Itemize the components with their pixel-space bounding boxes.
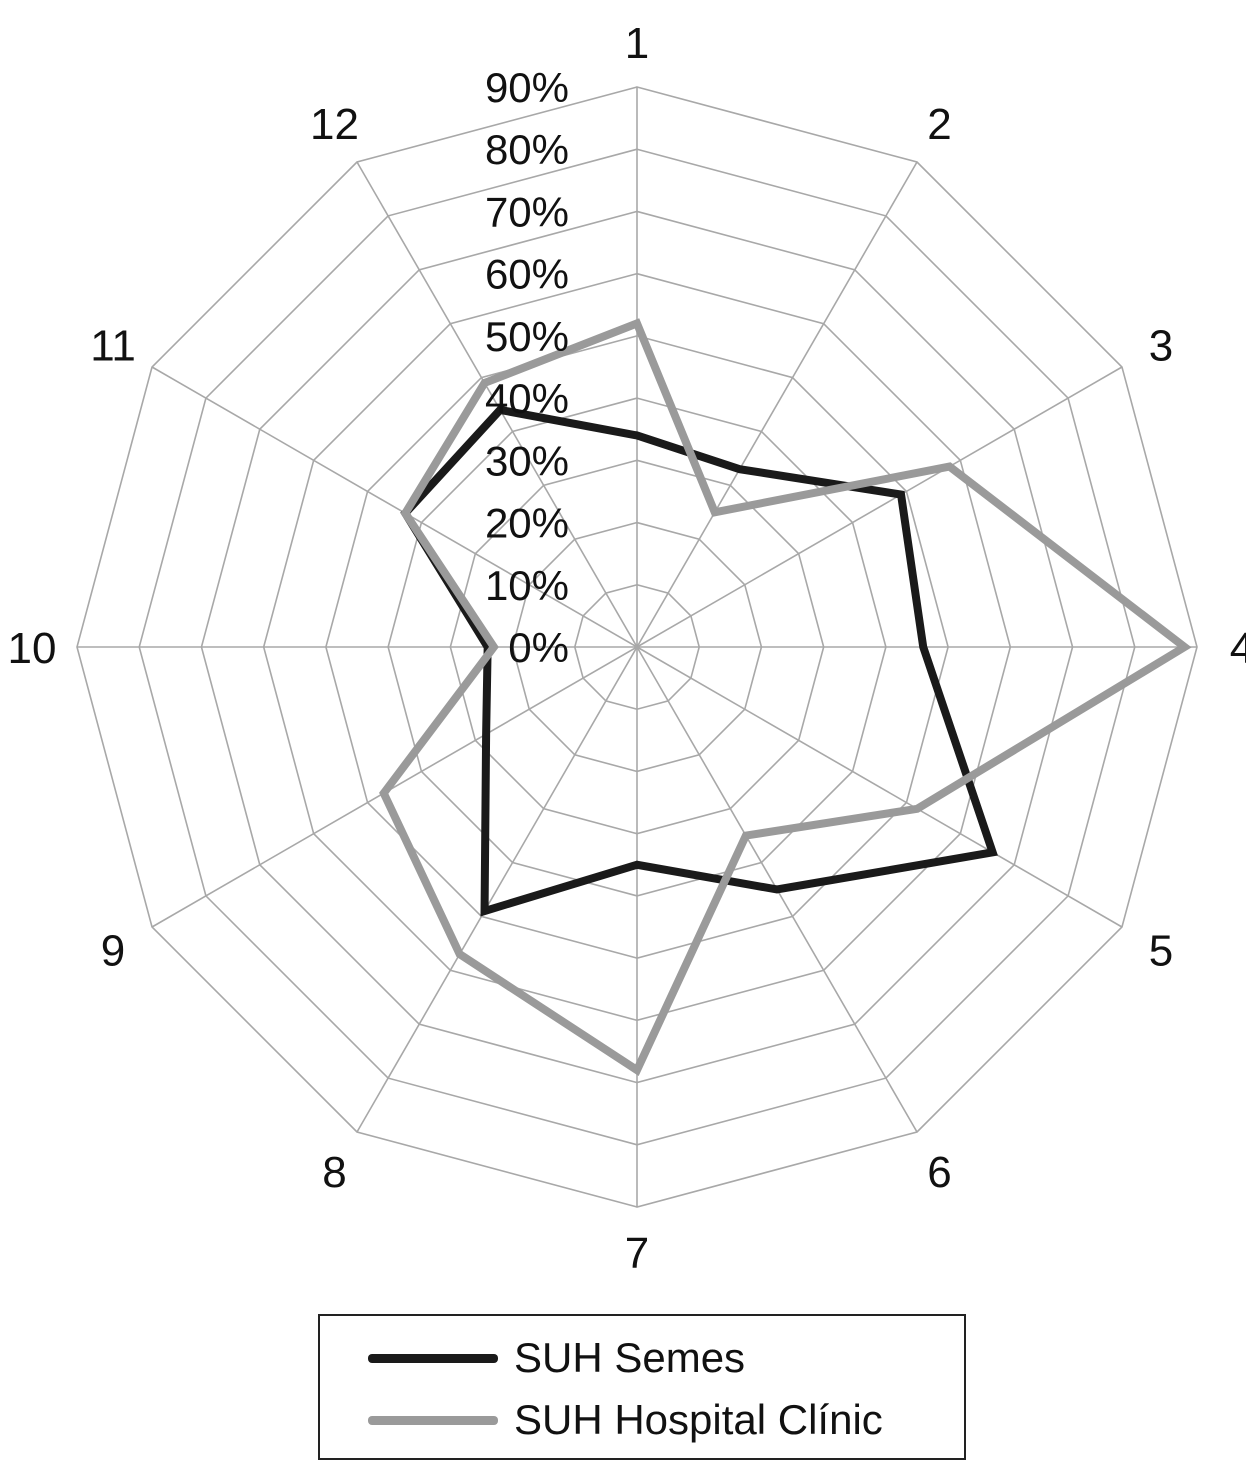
tick-label: 20% <box>485 500 569 547</box>
tick-label: 80% <box>485 126 569 173</box>
tick-label: 30% <box>485 437 569 484</box>
legend-item-semes: SUH Semes <box>368 1328 745 1388</box>
legend-swatch-clinic <box>368 1415 498 1425</box>
series-line-semes <box>400 405 998 917</box>
legend: SUH Semes SUH Hospital Clínic <box>318 1314 966 1460</box>
legend-label-semes: SUH Semes <box>514 1334 746 1381</box>
tick-label: 60% <box>485 251 569 298</box>
tick-label: 50% <box>485 313 569 360</box>
radar-series <box>379 318 1192 1076</box>
grid-spoke <box>636 646 1123 928</box>
category-label: 1 <box>625 19 649 68</box>
radial-tick-labels: 0% 10% 20% 30% 40% 50% 60% 70% 80% 90% <box>485 64 569 671</box>
grid-spoke <box>151 646 638 928</box>
category-label: 8 <box>322 1148 346 1197</box>
grid-spoke <box>151 366 638 648</box>
legend-label-clinic: SUH Hospital Clínic <box>514 1396 883 1443</box>
grid-spoke <box>356 161 638 648</box>
tick-label: 90% <box>485 64 569 111</box>
radar-chart: 0%10%20%30%40%50%60%70%80%90% 1234567891… <box>8 19 1246 1278</box>
grid-spoke <box>636 161 918 648</box>
tick-label: 70% <box>485 188 569 235</box>
category-label: 4 <box>1230 624 1246 673</box>
grid-spoke <box>636 366 1123 648</box>
legend-item-clinic: SUH Hospital Clínic <box>368 1390 883 1450</box>
legend-swatch-semes <box>368 1353 498 1363</box>
tick-label: 10% <box>485 562 569 609</box>
category-label: 5 <box>1149 927 1173 976</box>
category-label: 2 <box>927 100 951 149</box>
category-label: 7 <box>625 1229 649 1278</box>
category-label: 11 <box>90 322 136 371</box>
category-label: 6 <box>927 1148 951 1197</box>
category-label: 9 <box>101 927 125 976</box>
tick-label: 40% <box>485 375 569 422</box>
radar-grid <box>76 86 1198 1208</box>
tick-label: 0% <box>508 624 569 671</box>
series-line-clinic <box>379 318 1192 1076</box>
category-label: 12 <box>310 100 359 149</box>
category-label: 3 <box>1149 322 1173 371</box>
grid-spoke <box>356 646 638 1133</box>
category-label: 10 <box>8 624 57 673</box>
